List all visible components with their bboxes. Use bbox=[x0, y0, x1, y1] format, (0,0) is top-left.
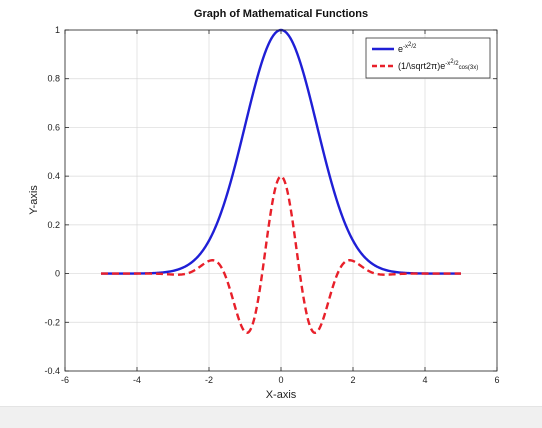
y-tick-label: 0.6 bbox=[47, 122, 60, 132]
x-tick-label: 2 bbox=[350, 375, 355, 385]
y-tick-label: -0.2 bbox=[44, 317, 60, 327]
y-tick-label: 0 bbox=[55, 269, 60, 279]
tick-group: -6 -4 -2 0 2 4 6 -0.4 -0.2 0 0.2 0.4 0.6 0.8 1 bbox=[44, 25, 499, 385]
x-tick-label: 0 bbox=[278, 375, 283, 385]
legend-entry: e-x2/2 bbox=[398, 42, 417, 54]
x-axis-label: X-axis bbox=[266, 389, 297, 401]
chart-title: Graph of Mathematical Functions bbox=[194, 8, 368, 20]
legend-entry: (1/\sqrt2π)e-x2/2cos(3x) bbox=[398, 59, 478, 71]
line-chart: -6 -4 -2 0 2 4 6 -0.4 -0.2 0 0.2 0.4 0.6 0.8 1 Graph o… bbox=[28, 8, 500, 401]
legend: e-x2/2 (1/\sqrt2π)e-x2/2cos(3x) bbox=[365, 37, 491, 79]
x-tick-label: 4 bbox=[422, 375, 427, 385]
y-tick-label: 0.4 bbox=[47, 171, 60, 181]
x-tick-label: -2 bbox=[205, 375, 213, 385]
y-tick-label: 0.2 bbox=[47, 220, 60, 230]
y-axis-label: Y-axis bbox=[28, 185, 40, 215]
status-bar bbox=[0, 406, 542, 428]
x-tick-label: 6 bbox=[494, 375, 499, 385]
y-tick-label: -0.4 bbox=[44, 366, 60, 376]
y-tick-label: 0.8 bbox=[47, 74, 60, 84]
x-tick-label: -6 bbox=[61, 375, 69, 385]
x-tick-label: -4 bbox=[133, 375, 141, 385]
y-tick-label: 1 bbox=[55, 25, 60, 35]
series-line-damped-cosine bbox=[100, 175, 462, 335]
legend-box bbox=[365, 37, 491, 79]
